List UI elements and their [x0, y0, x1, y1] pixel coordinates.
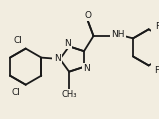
Text: F: F	[154, 66, 159, 75]
Text: O: O	[84, 11, 91, 20]
Text: N: N	[64, 39, 71, 48]
Text: F: F	[156, 22, 159, 31]
Text: N: N	[54, 54, 60, 63]
Text: CH₃: CH₃	[61, 90, 77, 99]
Text: NH: NH	[111, 30, 125, 39]
Text: N: N	[83, 64, 90, 73]
Text: Cl: Cl	[14, 36, 23, 45]
Text: Cl: Cl	[12, 88, 21, 97]
